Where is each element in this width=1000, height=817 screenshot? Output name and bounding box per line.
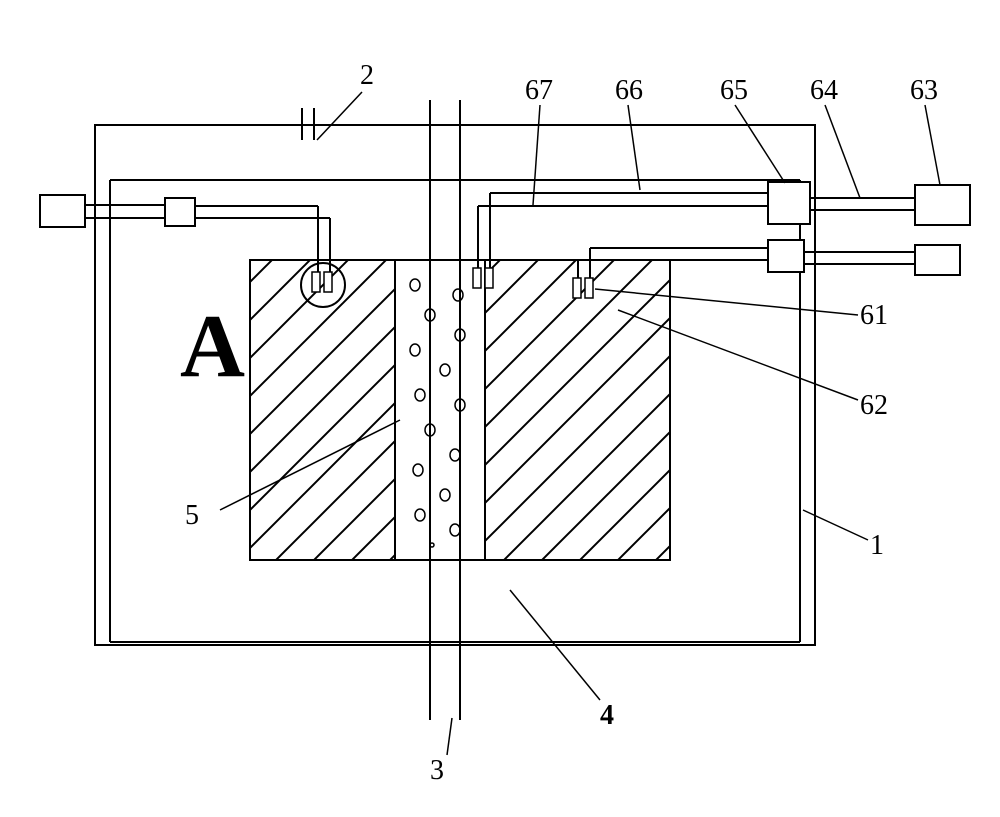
left-module: [40, 195, 85, 227]
label-5: 5: [185, 500, 199, 532]
sensor-mid-b: [485, 268, 493, 288]
label-66: 66: [615, 75, 643, 107]
label-4: 4: [600, 700, 614, 732]
label-61: 61: [860, 300, 888, 332]
diagram-svg: [0, 0, 1000, 817]
part-65-box: [768, 182, 810, 224]
label-62: 62: [860, 390, 888, 422]
label-1: 1: [870, 530, 884, 562]
part-65b-box: [768, 240, 804, 272]
label-64: 64: [810, 75, 838, 107]
label-3: 3: [430, 755, 444, 787]
label-2: 2: [360, 60, 374, 92]
label-67: 67: [525, 75, 553, 107]
sensor-left-b: [324, 272, 332, 292]
sensor-mid-a: [473, 268, 481, 288]
sensor-left-a: [312, 272, 320, 292]
right-module-b: [915, 245, 960, 275]
detail-label-A: A: [180, 295, 245, 398]
part-61-sensor: [573, 278, 581, 298]
diagram-canvas: A 67 66 65 64 63 61 62 5 4 3 2 1: [0, 0, 1000, 817]
part-63-module: [915, 185, 970, 225]
part-5-column: [395, 260, 485, 560]
label-65: 65: [720, 75, 748, 107]
label-63: 63: [910, 75, 938, 107]
left-slot: [165, 198, 195, 226]
part-62-sensor: [585, 278, 593, 298]
